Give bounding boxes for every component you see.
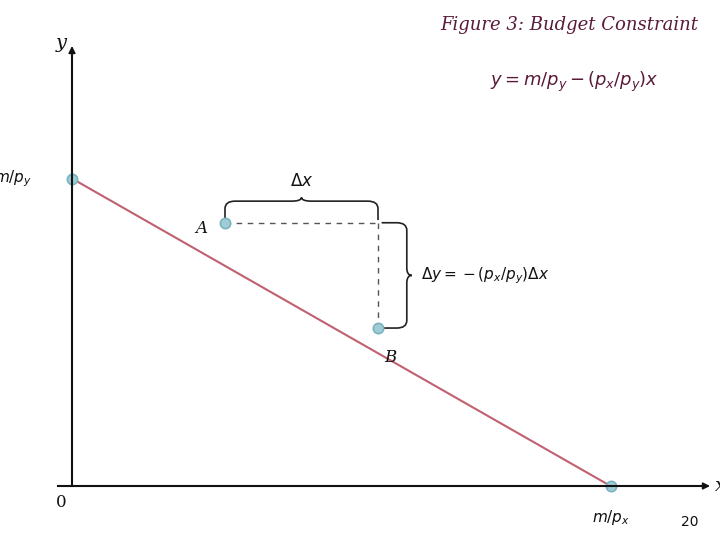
- Point: [66, 174, 78, 183]
- Text: $m/p_x$: $m/p_x$: [592, 508, 629, 526]
- Text: $m/p_y$: $m/p_y$: [0, 168, 32, 189]
- Text: Figure 3: Budget Constraint: Figure 3: Budget Constraint: [441, 16, 698, 34]
- Text: B: B: [384, 349, 396, 366]
- Text: x: x: [714, 477, 720, 495]
- Text: 20: 20: [681, 515, 698, 529]
- Text: $y = m/p_y\,\mathit{ - }\,(p_x/p_y)x$: $y = m/p_y\,\mathit{ - }\,(p_x/p_y)x$: [490, 70, 658, 94]
- Text: $\Delta x$: $\Delta x$: [290, 173, 313, 190]
- Point: [219, 218, 230, 227]
- Point: [605, 482, 616, 490]
- Text: 0: 0: [56, 494, 66, 511]
- Text: y: y: [55, 34, 67, 52]
- Text: A: A: [195, 220, 207, 237]
- Point: [372, 323, 384, 332]
- Text: $\Delta y = -(p_x/p_y)\Delta x$: $\Delta y = -(p_x/p_y)\Delta x$: [421, 265, 549, 286]
